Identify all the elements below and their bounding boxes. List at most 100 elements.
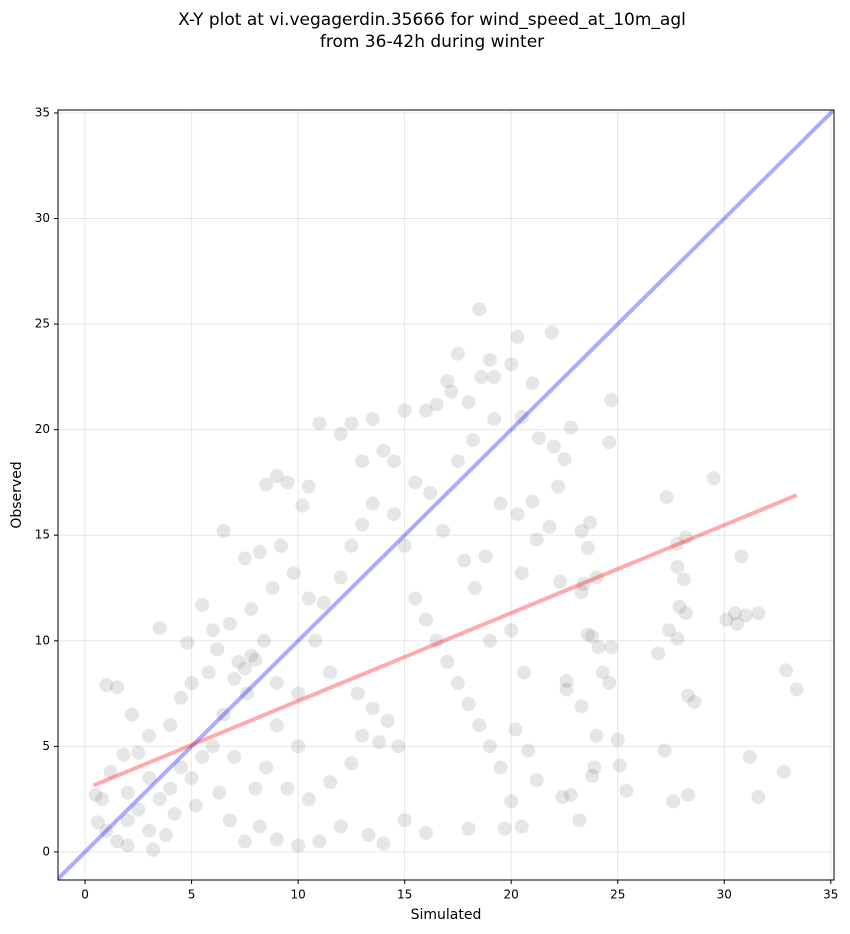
point — [461, 395, 476, 410]
point — [482, 633, 497, 648]
point — [365, 412, 380, 427]
point — [391, 739, 406, 754]
x-tick-label: 30 — [717, 888, 732, 902]
y-tick-label: 0 — [42, 844, 50, 858]
point — [508, 722, 523, 737]
point — [450, 346, 465, 361]
point — [131, 802, 146, 817]
point — [159, 828, 174, 843]
point — [678, 606, 693, 621]
point — [681, 787, 696, 802]
point — [585, 629, 600, 644]
point — [222, 813, 237, 828]
point — [387, 507, 402, 522]
point — [291, 838, 306, 853]
point — [301, 479, 316, 494]
point — [184, 771, 199, 786]
point — [418, 403, 433, 418]
point — [210, 642, 225, 657]
point — [474, 369, 489, 384]
point — [237, 661, 252, 676]
point — [301, 591, 316, 606]
point — [472, 718, 487, 733]
point — [333, 570, 348, 585]
point — [333, 426, 348, 441]
point — [504, 623, 519, 638]
point — [90, 815, 105, 830]
point — [376, 443, 391, 458]
point — [789, 682, 804, 697]
point — [580, 540, 595, 555]
point — [131, 745, 146, 760]
point — [514, 819, 529, 834]
point — [738, 608, 753, 623]
point — [440, 374, 455, 389]
point — [591, 640, 606, 655]
point — [676, 572, 691, 587]
x-tick-label: 0 — [81, 888, 89, 902]
point — [397, 813, 412, 828]
point — [355, 728, 370, 743]
point — [651, 646, 666, 661]
point — [589, 728, 604, 743]
point — [227, 749, 242, 764]
point — [201, 665, 216, 680]
point — [195, 749, 210, 764]
point — [408, 591, 423, 606]
point — [604, 393, 619, 408]
x-tick-label: 15 — [397, 888, 412, 902]
point — [269, 718, 284, 733]
point — [344, 416, 359, 431]
point — [291, 686, 306, 701]
point — [514, 409, 529, 424]
point — [457, 553, 472, 568]
point — [110, 680, 125, 695]
point — [323, 775, 338, 790]
point — [286, 566, 301, 581]
y-tick-label: 30 — [35, 211, 50, 225]
point — [619, 783, 634, 798]
point — [510, 507, 525, 522]
point — [248, 781, 263, 796]
point — [585, 768, 600, 783]
point — [574, 699, 589, 714]
point — [563, 420, 578, 435]
point — [231, 654, 246, 669]
point — [120, 838, 135, 853]
grid — [58, 110, 834, 880]
point — [308, 633, 323, 648]
point — [355, 517, 370, 532]
point — [521, 743, 536, 758]
point — [779, 663, 794, 678]
point — [227, 671, 242, 686]
point — [184, 676, 199, 691]
point — [222, 616, 237, 631]
point — [274, 538, 289, 553]
point — [544, 325, 559, 340]
x-tick-label: 10 — [290, 888, 305, 902]
point — [312, 834, 327, 849]
point — [418, 825, 433, 840]
point — [429, 633, 444, 648]
point — [546, 439, 561, 454]
point — [180, 635, 195, 650]
point — [269, 832, 284, 847]
point — [152, 792, 167, 807]
point — [529, 532, 544, 547]
point — [612, 758, 627, 773]
x-tick-label: 25 — [610, 888, 625, 902]
point — [587, 760, 602, 775]
point — [120, 785, 135, 800]
y-tick-label: 20 — [35, 422, 50, 436]
y-tick-label: 25 — [35, 317, 50, 331]
point — [497, 821, 512, 836]
point — [461, 697, 476, 712]
point — [344, 538, 359, 553]
point — [472, 302, 487, 317]
point — [516, 665, 531, 680]
point — [259, 760, 274, 775]
point — [269, 469, 284, 484]
point — [465, 433, 480, 448]
point — [661, 623, 676, 638]
